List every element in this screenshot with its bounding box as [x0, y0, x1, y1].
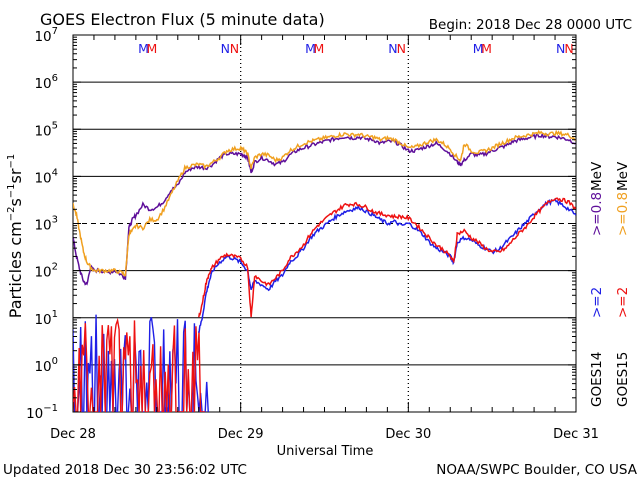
y-tick-label: 10−1 — [26, 403, 58, 422]
x-tick-label: Dec 30 — [385, 427, 431, 442]
y-tick-labels: 10−1 100 101 102 103 104 105 106 107 — [26, 26, 58, 422]
event-marker: N — [556, 41, 565, 56]
begin-label: Begin: 2018 Dec 28 0000 UTC — [429, 17, 632, 33]
y-axis-label: Particles cm−2s−1sr−1 — [6, 154, 25, 318]
series-line — [198, 197, 576, 318]
y-tick-label: 104 — [34, 167, 58, 186]
y-tick-label: 101 — [34, 309, 58, 328]
grid-lines — [73, 81, 576, 366]
series-layer — [73, 129, 576, 412]
legend-high-goes14: >=2 — [589, 287, 605, 318]
y-tick-label: 102 — [34, 262, 58, 281]
legend-unit: MeV — [589, 161, 605, 191]
event-marker: M — [138, 41, 149, 56]
x-tick-label: Dec 31 — [553, 427, 599, 442]
legend-satellite-goes15: GOES15 — [615, 352, 631, 407]
axis-ticks — [72, 35, 577, 413]
series-line — [198, 197, 576, 333]
event-marker: M — [481, 41, 492, 56]
x-tick-labels: Dec 28 Dec 29 Dec 30 Dec 31 — [50, 427, 599, 442]
legend-low-goes14: >=0.8 — [589, 192, 605, 236]
event-marker: N — [221, 41, 230, 56]
updated-text: Updated 2018 Dec 30 23:56:02 UTC — [3, 462, 247, 478]
event-markers: MM N N MM N N MM N N — [138, 41, 574, 56]
y-tick-label: 105 — [34, 120, 58, 139]
event-marker: M — [305, 41, 316, 56]
credit-text: NOAA/SWPC Boulder, CO USA — [436, 462, 638, 478]
chart-title: GOES Electron Flux (5 minute data) — [40, 10, 325, 29]
y-tick-label: 103 — [34, 215, 58, 234]
event-marker: M — [473, 41, 484, 56]
event-marker: M — [314, 41, 325, 56]
series-line — [73, 132, 576, 286]
x-tick-label: Dec 28 — [50, 427, 96, 442]
series-line — [73, 129, 576, 277]
y-tick-label: 100 — [34, 356, 58, 375]
event-marker: N — [564, 41, 573, 56]
legend-unit: MeV — [615, 161, 631, 191]
event-marker: N — [397, 41, 406, 56]
event-marker: M — [147, 41, 158, 56]
y-tick-label: 107 — [34, 26, 58, 45]
legend-high-goes15: >=2 — [615, 287, 631, 318]
legend-low-goes15: >=0.8 — [615, 192, 631, 236]
x-tick-label: Dec 29 — [218, 427, 264, 442]
legend-satellite-goes14: GOES14 — [589, 352, 605, 407]
y-tick-label: 106 — [34, 73, 58, 92]
event-marker: N — [388, 41, 397, 56]
event-marker: N — [230, 41, 239, 56]
plot-area: MM N N MM N N MM N N — [72, 34, 577, 413]
x-axis-label: Universal Time — [277, 444, 374, 459]
